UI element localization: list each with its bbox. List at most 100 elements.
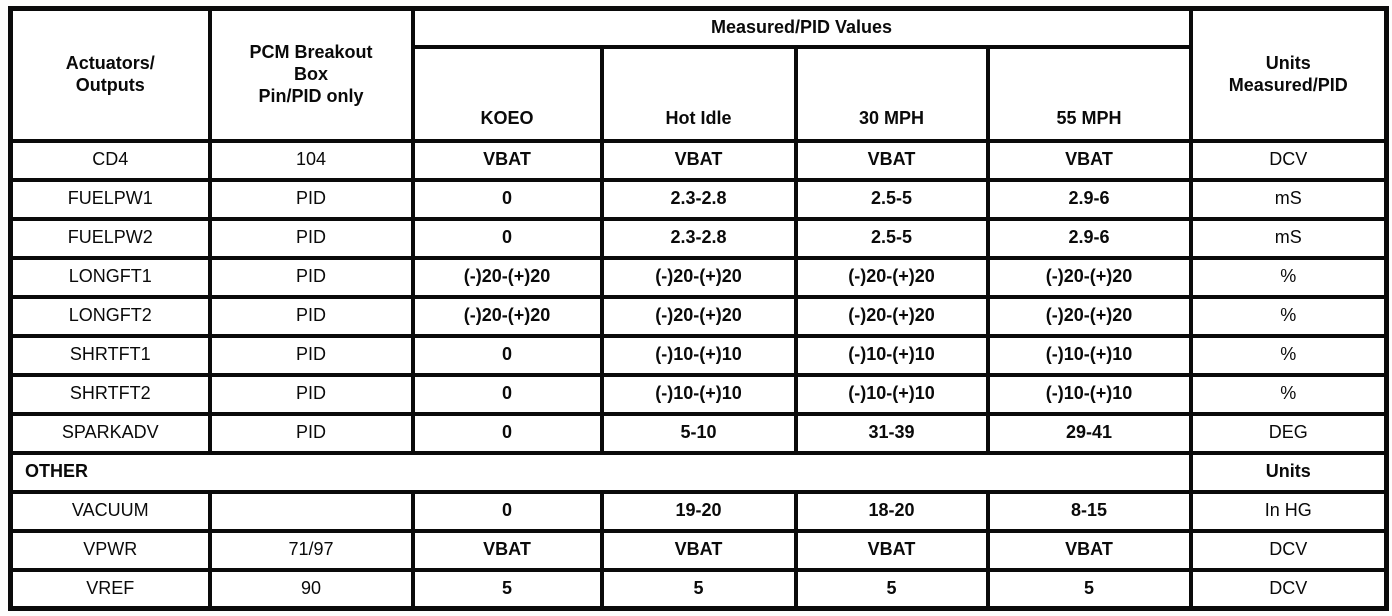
cell-actuator: SHRTFT1 bbox=[8, 333, 212, 377]
table-row: VACUUM 0 19-20 18-20 8-15 In HG bbox=[8, 489, 1389, 533]
cell-koeo: VBAT bbox=[410, 528, 604, 572]
cell-hot-idle: (-)20-(+)20 bbox=[599, 294, 798, 338]
section-units-label: Units bbox=[1188, 450, 1389, 494]
cell-units: mS bbox=[1188, 177, 1389, 221]
cell-55mph: 8-15 bbox=[985, 489, 1193, 533]
cell-pin: PID bbox=[207, 216, 415, 260]
header-koeo: KOEO bbox=[410, 44, 604, 143]
cell-units: % bbox=[1188, 333, 1389, 377]
cell-koeo: (-)20-(+)20 bbox=[410, 294, 604, 338]
cell-30mph: VBAT bbox=[793, 528, 990, 572]
table-row: VPWR 71/97 VBAT VBAT VBAT VBAT DCV bbox=[8, 528, 1389, 572]
cell-hot-idle: 19-20 bbox=[599, 489, 798, 533]
cell-actuator: FUELPW2 bbox=[8, 216, 212, 260]
cell-units: DCV bbox=[1188, 138, 1389, 182]
table-row: SHRTFT2 PID 0 (-)10-(+)10 (-)10-(+)10 (-)10-(… bbox=[8, 372, 1389, 416]
cell-actuator: CD4 bbox=[8, 138, 212, 182]
cell-actuator: VACUUM bbox=[8, 489, 212, 533]
cell-units: mS bbox=[1188, 216, 1389, 260]
cell-actuator: LONGFT1 bbox=[8, 255, 212, 299]
table-row: LONGFT1 PID (-)20-(+)20 (-)20-(+)20 (-)20-(+… bbox=[8, 255, 1389, 299]
cell-koeo: 0 bbox=[410, 489, 604, 533]
cell-units: DEG bbox=[1188, 411, 1389, 455]
cell-hot-idle: 2.3-2.8 bbox=[599, 177, 798, 221]
cell-pin bbox=[207, 489, 415, 533]
cell-55mph: VBAT bbox=[985, 528, 1193, 572]
cell-30mph: 2.5-5 bbox=[793, 216, 990, 260]
cell-30mph: (-)10-(+)10 bbox=[793, 372, 990, 416]
table-row: FUELPW1 PID 0 2.3-2.8 2.5-5 2.9-6 mS bbox=[8, 177, 1389, 221]
table-header: Actuators/ Outputs PCM Breakout Box Pin/… bbox=[8, 6, 1389, 143]
pid-values-table: Actuators/ Outputs PCM Breakout Box Pin/… bbox=[8, 6, 1390, 611]
table-body: CD4 104 VBAT VBAT VBAT VBAT DCV FUELPW1 PID 0 2.3-… bbox=[8, 138, 1389, 611]
cell-pin: PID bbox=[207, 333, 415, 377]
cell-30mph: VBAT bbox=[793, 138, 990, 182]
cell-pin: PID bbox=[207, 411, 415, 455]
cell-actuator: FUELPW1 bbox=[8, 177, 212, 221]
cell-55mph: (-)20-(+)20 bbox=[985, 255, 1193, 299]
cell-hot-idle: 5 bbox=[599, 567, 798, 611]
cell-pin: 104 bbox=[207, 138, 415, 182]
cell-koeo: 0 bbox=[410, 411, 604, 455]
cell-koeo: 0 bbox=[410, 372, 604, 416]
header-hot-idle: Hot Idle bbox=[599, 44, 798, 143]
cell-units: DCV bbox=[1188, 528, 1389, 572]
cell-units: % bbox=[1188, 372, 1389, 416]
table-row: LONGFT2 PID (-)20-(+)20 (-)20-(+)20 (-)20-(+… bbox=[8, 294, 1389, 338]
header-55-mph: 55 MPH bbox=[985, 44, 1193, 143]
cell-55mph: 5 bbox=[985, 567, 1193, 611]
cell-hot-idle: (-)10-(+)10 bbox=[599, 333, 798, 377]
cell-pin: PID bbox=[207, 294, 415, 338]
cell-30mph: 31-39 bbox=[793, 411, 990, 455]
cell-koeo: 0 bbox=[410, 333, 604, 377]
cell-55mph: (-)10-(+)10 bbox=[985, 333, 1193, 377]
cell-pin: PID bbox=[207, 177, 415, 221]
table-row: SPARKADV PID 0 5-10 31-39 29-41 DEG bbox=[8, 411, 1389, 455]
cell-55mph: (-)10-(+)10 bbox=[985, 372, 1193, 416]
cell-koeo: (-)20-(+)20 bbox=[410, 255, 604, 299]
cell-actuator: VPWR bbox=[8, 528, 212, 572]
cell-pin: PID bbox=[207, 255, 415, 299]
cell-pin: 71/97 bbox=[207, 528, 415, 572]
cell-55mph: (-)20-(+)20 bbox=[985, 294, 1193, 338]
cell-30mph: 2.5-5 bbox=[793, 177, 990, 221]
cell-pin: 90 bbox=[207, 567, 415, 611]
cell-55mph: 2.9-6 bbox=[985, 177, 1193, 221]
header-actuators-outputs: Actuators/ Outputs bbox=[8, 6, 212, 143]
cell-actuator: VREF bbox=[8, 567, 212, 611]
cell-55mph: 29-41 bbox=[985, 411, 1193, 455]
section-label: OTHER bbox=[8, 450, 1193, 494]
cell-hot-idle: VBAT bbox=[599, 528, 798, 572]
cell-hot-idle: VBAT bbox=[599, 138, 798, 182]
header-30-mph: 30 MPH bbox=[793, 44, 990, 143]
section-row: OTHER Units bbox=[8, 450, 1389, 494]
cell-hot-idle: 5-10 bbox=[599, 411, 798, 455]
cell-55mph: 2.9-6 bbox=[985, 216, 1193, 260]
cell-units: In HG bbox=[1188, 489, 1389, 533]
table-row: FUELPW2 PID 0 2.3-2.8 2.5-5 2.9-6 mS bbox=[8, 216, 1389, 260]
cell-koeo: 0 bbox=[410, 216, 604, 260]
header-measured-pid-values: Measured/PID Values bbox=[410, 6, 1193, 49]
table-row: CD4 104 VBAT VBAT VBAT VBAT DCV bbox=[8, 138, 1389, 182]
cell-30mph: (-)10-(+)10 bbox=[793, 333, 990, 377]
header-pcm-breakout-box: PCM Breakout Box Pin/PID only bbox=[207, 6, 415, 143]
header-units-measured-pid: Units Measured/PID bbox=[1188, 6, 1389, 143]
cell-pin: PID bbox=[207, 372, 415, 416]
cell-koeo: 0 bbox=[410, 177, 604, 221]
cell-hot-idle: (-)10-(+)10 bbox=[599, 372, 798, 416]
cell-actuator: LONGFT2 bbox=[8, 294, 212, 338]
cell-units: % bbox=[1188, 255, 1389, 299]
table-row: SHRTFT1 PID 0 (-)10-(+)10 (-)10-(+)10 (-)10-(… bbox=[8, 333, 1389, 377]
cell-units: % bbox=[1188, 294, 1389, 338]
cell-koeo: 5 bbox=[410, 567, 604, 611]
cell-30mph: (-)20-(+)20 bbox=[793, 255, 990, 299]
cell-30mph: 18-20 bbox=[793, 489, 990, 533]
cell-hot-idle: 2.3-2.8 bbox=[599, 216, 798, 260]
cell-actuator: SPARKADV bbox=[8, 411, 212, 455]
cell-actuator: SHRTFT2 bbox=[8, 372, 212, 416]
cell-30mph: 5 bbox=[793, 567, 990, 611]
cell-30mph: (-)20-(+)20 bbox=[793, 294, 990, 338]
cell-koeo: VBAT bbox=[410, 138, 604, 182]
cell-hot-idle: (-)20-(+)20 bbox=[599, 255, 798, 299]
